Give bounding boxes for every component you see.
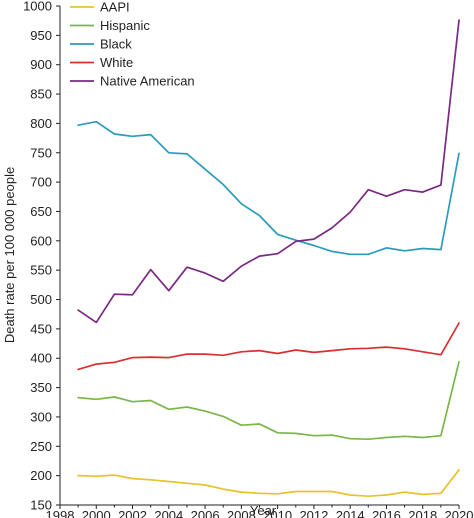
x-tick-label: 2006 xyxy=(191,508,220,518)
series-line-aapi xyxy=(77,468,460,498)
x-tick-label: 2010 xyxy=(263,508,292,518)
legend-label-hispanic: Hispanic xyxy=(100,18,150,33)
x-tick-label: 2016 xyxy=(372,508,401,518)
y-tick-label: 500 xyxy=(30,292,52,307)
y-tick-label: 950 xyxy=(30,28,52,43)
y-tick-label: 150 xyxy=(30,498,52,513)
x-tick-label: 2002 xyxy=(118,508,147,518)
y-tick-label: 750 xyxy=(30,145,52,160)
y-tick-label: 1000 xyxy=(23,0,52,14)
x-axis-ticks: 1998 2000 2002 2004 2006 2008 2010 2012 2014 2016… xyxy=(46,505,474,518)
y-tick-label: 200 xyxy=(30,468,52,483)
y-axis-title: Death rate per 100 000 people xyxy=(2,167,17,343)
y-tick-label: 850 xyxy=(30,87,52,102)
y-tick-label: 650 xyxy=(30,204,52,219)
y-tick-label: 300 xyxy=(30,409,52,424)
x-axis-title: Year xyxy=(250,503,277,518)
y-tick-label: 700 xyxy=(30,175,52,190)
y-tick-label: 550 xyxy=(30,263,52,278)
y-tick-label: 350 xyxy=(30,380,52,395)
x-tick-label: 2020 xyxy=(445,508,474,518)
x-tick-label: 2000 xyxy=(82,508,111,518)
x-tick-label: 2014 xyxy=(336,508,365,518)
y-tick-label: 250 xyxy=(30,439,52,454)
legend-label-native-american: Native American xyxy=(100,74,195,89)
series-line-hispanic xyxy=(77,360,460,441)
legend-label-white: White xyxy=(100,55,133,70)
series-line-white xyxy=(77,322,460,371)
legend-label-aapi: AAPI xyxy=(100,0,130,15)
y-tick-label: 600 xyxy=(30,233,52,248)
y-tick-label: 900 xyxy=(30,57,52,72)
legend-label-black: Black xyxy=(100,37,132,52)
x-tick-label: 1998 xyxy=(46,508,75,518)
x-tick-label: 2018 xyxy=(408,508,437,518)
y-tick-label: 800 xyxy=(30,116,52,131)
x-tick-label: 2012 xyxy=(299,508,328,518)
series-lines xyxy=(77,19,460,498)
y-axis-ticks: 150 200 250 300 350 400 450 500 550 600 650 700 750 8… xyxy=(23,0,60,513)
series-line-black xyxy=(77,120,460,256)
x-tick-label: 2004 xyxy=(154,508,183,518)
x-tick-label: 2008 xyxy=(227,508,256,518)
series-line-native-american xyxy=(77,19,460,324)
legend: AAPI Hispanic Black White Native American xyxy=(70,0,195,89)
y-tick-label: 450 xyxy=(30,321,52,336)
y-tick-label: 400 xyxy=(30,351,52,366)
